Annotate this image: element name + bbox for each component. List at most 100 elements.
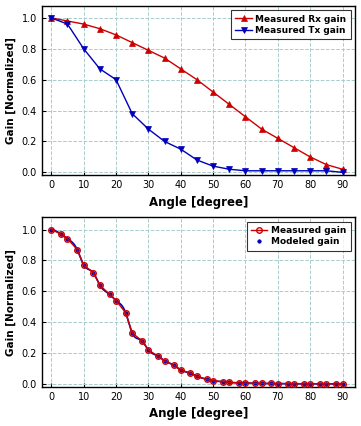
Measured Tx gain [292,168,296,173]
Measured Tx gain [146,127,151,132]
Measured gain [82,262,86,268]
Modeled gain [172,363,177,368]
Measured gain [65,236,70,242]
Measured gain [195,374,199,379]
Measured gain [75,247,79,252]
Measured gain [237,380,241,386]
Measured Rx gain [195,77,199,82]
Measured Rx gain [130,40,134,45]
Measured gain [107,292,112,297]
Measured Rx gain [82,22,86,27]
Measured gain [318,381,322,386]
Measured gain [260,381,264,386]
Measured gain [49,227,53,232]
Measured gain [269,381,274,386]
Measured Rx gain [276,136,280,141]
Measured gain [285,381,290,386]
Measured Tx gain [260,168,264,173]
Modeled gain [59,232,63,237]
Modeled gain [195,374,199,379]
Measured Rx gain [114,32,118,37]
Modeled gain [260,381,264,386]
Modeled gain [98,282,102,288]
Measured Rx gain [340,167,345,172]
Measured Rx gain [227,102,231,107]
Modeled gain [243,380,248,386]
Measured Rx gain [308,154,312,159]
Modeled gain [162,358,167,363]
Measured gain [123,311,128,316]
Modeled gain [75,247,79,252]
Measured Rx gain [179,66,183,72]
Measured gain [334,381,338,386]
Measured gain [276,381,280,386]
Measured gain [227,380,231,385]
Modeled gain [318,381,322,386]
Measured Tx gain [340,170,345,175]
X-axis label: Angle [degree]: Angle [degree] [149,407,248,420]
Measured gain [162,358,167,363]
Modeled gain [276,381,280,386]
Measured gain [308,381,312,386]
Measured Tx gain [82,46,86,52]
Y-axis label: Gain [Normalized]: Gain [Normalized] [5,249,16,356]
Measured gain [292,381,296,386]
Measured Tx gain [162,139,167,144]
Measured gain [301,381,306,386]
Modeled gain [334,381,338,386]
Measured gain [172,363,177,368]
Modeled gain [253,381,257,386]
Measured Rx gain [324,162,329,167]
Measured Tx gain [308,168,312,173]
Legend: Measured Rx gain, Measured Tx gain: Measured Rx gain, Measured Tx gain [231,10,351,39]
Measured gain [188,371,193,376]
Measured Rx gain [292,145,296,150]
Measured Rx gain [65,18,70,23]
Measured Rx gain [98,26,102,31]
Modeled gain [285,381,290,386]
Modeled gain [292,381,296,386]
Modeled gain [340,381,345,386]
Measured gain [211,378,215,383]
Modeled gain [269,381,274,386]
Modeled gain [91,270,96,275]
Measured Rx gain [211,89,215,95]
Y-axis label: Gain [Normalized]: Gain [Normalized] [5,37,16,144]
Modeled gain [237,380,241,386]
Measured gain [221,379,225,384]
Measured Rx gain [146,48,151,53]
Modeled gain [227,380,231,385]
Measured gain [340,381,345,386]
Measured gain [204,377,209,382]
Modeled gain [211,378,215,383]
Measured gain [91,270,96,275]
Modeled gain [82,262,86,268]
Measured gain [59,232,63,237]
Measured Tx gain [114,77,118,82]
X-axis label: Angle [degree]: Angle [degree] [149,196,248,209]
Measured gain [114,298,118,303]
Modeled gain [221,379,225,384]
Line: Measured Tx gain: Measured Tx gain [48,14,346,176]
Measured Tx gain [130,111,134,116]
Line: Measured gain: Measured gain [48,227,345,387]
Measured Rx gain [162,55,167,60]
Modeled gain [301,381,306,386]
Modeled gain [123,311,128,316]
Measured gain [130,331,134,336]
Measured gain [179,368,183,373]
Measured Tx gain [65,22,70,27]
Measured Tx gain [179,147,183,152]
Modeled gain [49,227,53,232]
Modeled gain [130,331,134,336]
Measured gain [253,381,257,386]
Modeled gain [324,381,329,386]
Measured Tx gain [211,164,215,169]
Measured Rx gain [49,15,53,20]
Modeled gain [65,236,70,242]
Measured Tx gain [98,66,102,72]
Measured Rx gain [243,114,248,119]
Modeled gain [156,354,160,359]
Legend: Measured gain, Modeled gain: Measured gain, Modeled gain [247,222,351,251]
Line: Measured Rx gain: Measured Rx gain [48,14,346,173]
